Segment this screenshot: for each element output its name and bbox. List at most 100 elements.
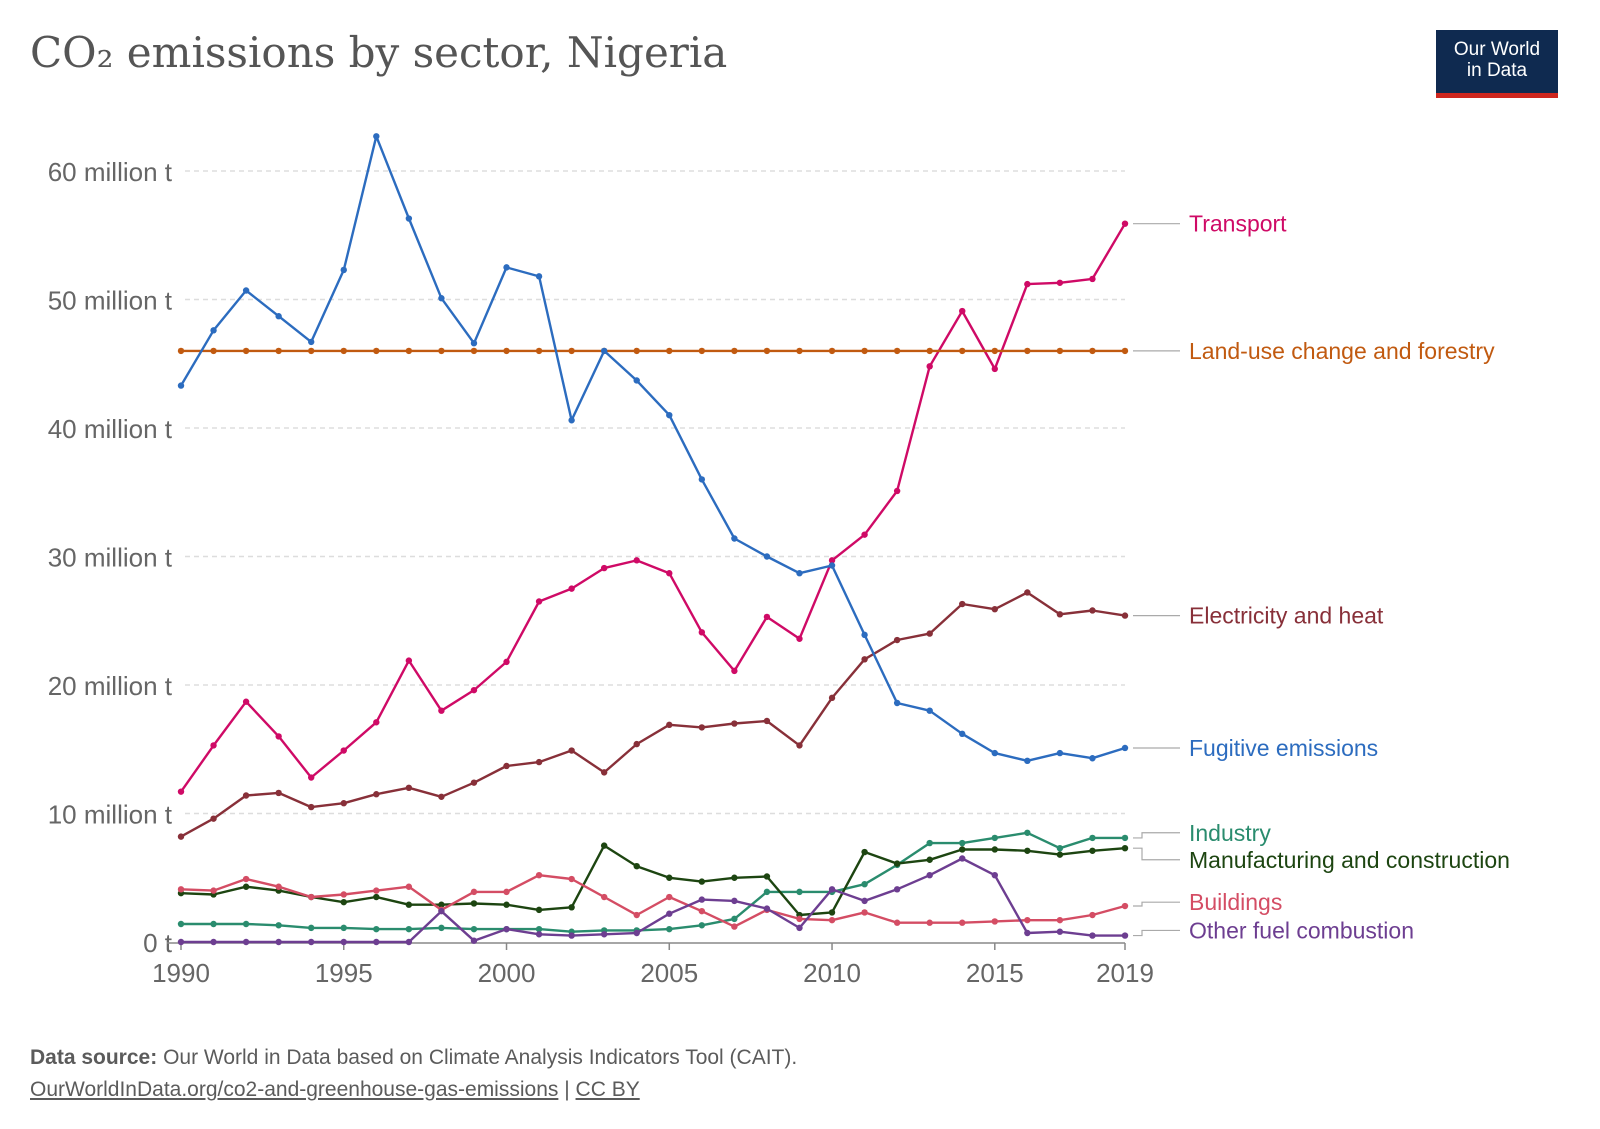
data-point [242, 792, 250, 799]
data-point [1024, 929, 1031, 937]
y-tick-label: 30 million t [48, 543, 173, 573]
data-point [177, 788, 185, 795]
data-point [666, 910, 673, 917]
series-labels: Transport Land-use change and forestry Ele… [1133, 211, 1510, 943]
data-point [308, 924, 315, 932]
data-point [210, 920, 217, 928]
data-point [568, 875, 575, 883]
data-point [405, 883, 413, 890]
data-point [731, 667, 738, 675]
data-point [470, 686, 478, 694]
data-point [1056, 928, 1064, 935]
data-point [959, 846, 966, 853]
data-point [600, 842, 608, 849]
series-label: Other fuel combustion [1189, 917, 1414, 943]
source-url-link[interactable]: OurWorldInData.org/co2-and-greenhouse-ga… [30, 1078, 559, 1101]
data-point [503, 347, 510, 355]
data-point [959, 600, 966, 608]
data-point [1056, 611, 1064, 618]
data-point [828, 886, 836, 893]
data-point [926, 871, 933, 879]
x-tick-label: 2019 [1096, 958, 1154, 988]
data-point [177, 347, 185, 355]
data-point [763, 873, 771, 880]
data-point [1121, 834, 1129, 842]
label-connector [1133, 832, 1180, 839]
data-point [535, 925, 543, 933]
data-point [210, 327, 217, 334]
data-point [731, 347, 738, 355]
data-point [796, 742, 803, 749]
data-point [470, 925, 478, 933]
data-point [210, 938, 217, 946]
data-point [568, 747, 575, 754]
data-point [503, 925, 510, 933]
data-point [698, 347, 706, 355]
data-point [666, 570, 673, 577]
data-point [568, 585, 575, 592]
data-point [405, 938, 413, 946]
data-point [763, 553, 771, 560]
data-point [633, 557, 640, 564]
data-point [666, 721, 673, 729]
data-point [633, 740, 640, 748]
data-point [242, 287, 250, 294]
data-point [470, 937, 478, 944]
data-point [1024, 757, 1031, 765]
owid-logo[interactable]: Our World in Data [1436, 30, 1558, 98]
data-point [861, 909, 868, 916]
data-point [340, 800, 347, 807]
data-point [893, 699, 901, 707]
data-point [405, 215, 413, 222]
data-point [1089, 755, 1096, 762]
data-point [242, 698, 250, 705]
data-point [893, 487, 901, 495]
data-point [438, 347, 445, 355]
data-point [1121, 220, 1129, 227]
x-tick-label: 2015 [966, 958, 1024, 988]
data-point [763, 347, 771, 355]
data-point [210, 815, 217, 822]
data-point [828, 909, 836, 916]
license-link[interactable]: CC BY [575, 1078, 640, 1101]
data-point [666, 874, 673, 881]
data-point [600, 931, 608, 938]
data-point [1056, 279, 1064, 286]
data-point [470, 779, 478, 786]
data-point [373, 938, 380, 946]
source-line: Data source: Our World in Data based on … [30, 1042, 797, 1074]
data-point [959, 855, 966, 862]
data-point [796, 635, 803, 642]
data-point [535, 906, 543, 914]
x-tick-label: 2010 [803, 958, 861, 988]
data-point [535, 598, 543, 605]
data-point [666, 893, 673, 901]
series-label: Manufacturing and construction [1189, 847, 1510, 873]
data-point [600, 769, 608, 776]
data-point [1089, 275, 1096, 283]
data-point [861, 656, 868, 663]
y-tick-label: 10 million t [48, 800, 173, 830]
data-point [340, 347, 347, 355]
data-point [535, 931, 543, 938]
series-line [179, 135, 1126, 762]
data-point [1056, 749, 1064, 757]
data-point [308, 338, 315, 346]
data-point [340, 891, 347, 898]
data-point [568, 904, 575, 911]
data-point [405, 347, 413, 355]
series-label: Transport [1189, 211, 1287, 237]
data-point [796, 915, 803, 923]
data-point [340, 924, 347, 932]
data-point [210, 887, 217, 894]
data-point [1089, 834, 1096, 842]
data-point [438, 907, 445, 915]
data-point [1121, 932, 1129, 939]
data-point [535, 273, 543, 280]
series-label: Buildings [1189, 889, 1282, 915]
y-tick-label: 50 million t [48, 286, 173, 316]
data-point [861, 897, 868, 905]
data-point [438, 793, 445, 800]
data-point [340, 266, 347, 274]
series-line [180, 844, 1126, 917]
